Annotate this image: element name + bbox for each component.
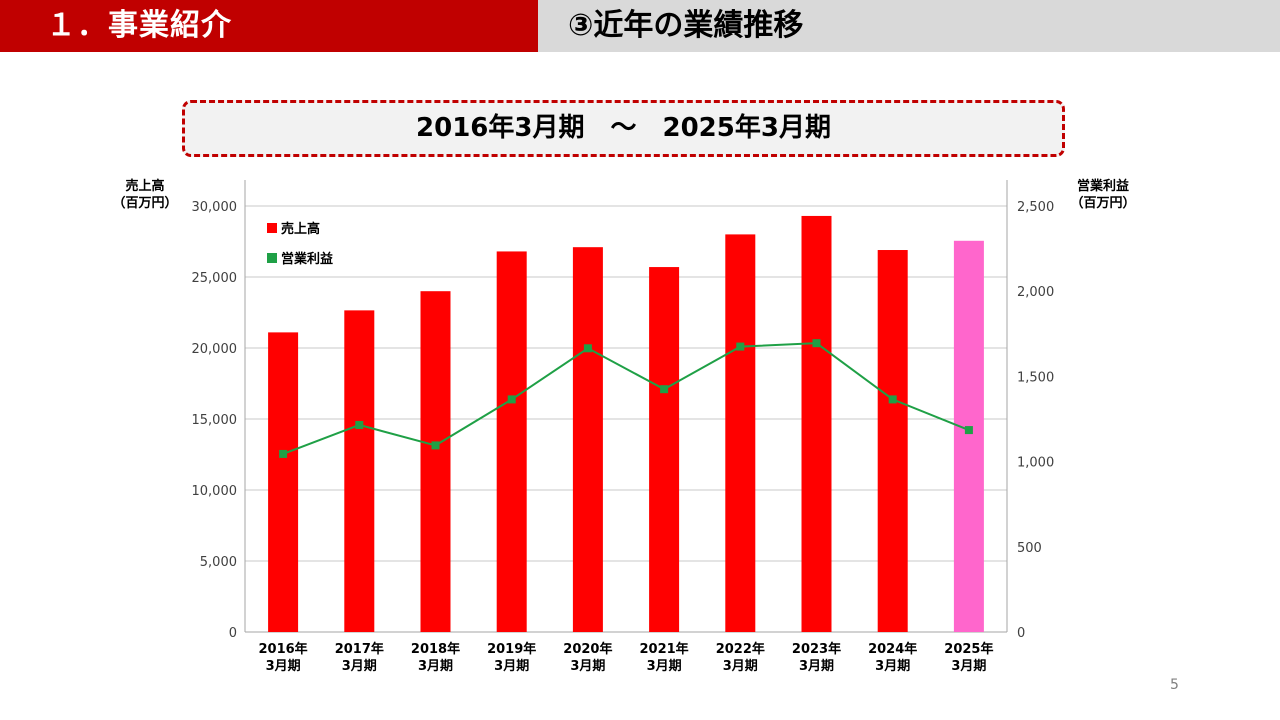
- left-tick-label: 15,000: [192, 413, 238, 428]
- left-axis-title: 売上高: [125, 178, 164, 194]
- sales-bar: [420, 291, 451, 632]
- right-tick-label: 500: [1017, 541, 1042, 556]
- left-axis-title: （百万円）: [112, 195, 177, 211]
- x-tick-label: 2020年: [563, 641, 612, 657]
- right-axis-title: （百万円）: [1070, 195, 1135, 211]
- x-tick-label: 3月期: [723, 659, 758, 674]
- operating-profit-marker: [812, 339, 821, 348]
- sales-bar: [801, 215, 832, 632]
- operating-profit-marker: [964, 426, 973, 435]
- section-header: １．事業紹介: [0, 0, 538, 52]
- operating-profit-marker: [736, 342, 745, 351]
- left-tick-label: 5,000: [200, 555, 237, 570]
- x-tick-label: 3月期: [951, 659, 986, 674]
- period-banner: 2016年3月期 ～ 2025年3月期: [182, 100, 1065, 157]
- x-tick-label: 2021年: [640, 641, 689, 657]
- x-tick-label: 2018年: [411, 641, 460, 657]
- left-tick-label: 20,000: [192, 342, 238, 357]
- operating-profit-marker: [888, 395, 897, 404]
- right-axis-title: 営業利益: [1077, 178, 1129, 194]
- sales-bar: [344, 310, 375, 632]
- operating-profit-marker: [583, 344, 592, 353]
- operating-profit-marker: [660, 385, 669, 394]
- x-tick-label: 3月期: [266, 659, 301, 674]
- legend-swatch-profit: [267, 253, 277, 263]
- operating-profit-marker: [431, 441, 440, 450]
- right-tick-label: 0: [1017, 626, 1025, 641]
- x-tick-label: 3月期: [647, 659, 682, 674]
- x-tick-label: 3月期: [875, 659, 910, 674]
- left-tick-label: 0: [229, 626, 237, 641]
- legend-swatch-sales: [267, 223, 277, 233]
- sales-bar: [268, 332, 299, 632]
- x-tick-label: 3月期: [570, 659, 605, 674]
- left-tick-label: 25,000: [192, 271, 238, 286]
- sales-bar: [572, 247, 603, 632]
- x-tick-label: 2017年: [335, 641, 384, 657]
- slide-title: ③近年の業績推移: [538, 0, 1280, 52]
- x-tick-label: 3月期: [494, 659, 529, 674]
- x-tick-label: 2023年: [792, 641, 841, 657]
- x-tick-label: 2024年: [868, 641, 917, 657]
- x-tick-label: 2022年: [716, 641, 765, 657]
- sales-bar: [953, 240, 984, 633]
- right-tick-label: 2,500: [1017, 200, 1054, 215]
- left-tick-label: 30,000: [192, 200, 238, 215]
- x-tick-label: 2025年: [944, 641, 993, 657]
- operating-profit-marker: [279, 449, 288, 458]
- sales-bar: [496, 251, 527, 632]
- left-tick-label: 10,000: [192, 484, 238, 499]
- right-tick-label: 1,500: [1017, 370, 1054, 385]
- sales-bar: [649, 267, 680, 632]
- operating-profit-marker: [355, 420, 364, 429]
- x-tick-label: 3月期: [799, 659, 834, 674]
- x-tick-label: 3月期: [418, 659, 453, 674]
- legend-label-profit: 営業利益: [281, 251, 333, 267]
- sales-bar: [725, 234, 756, 632]
- legend-label-sales: 売上高: [281, 221, 320, 237]
- x-tick-label: 2016年: [259, 641, 308, 657]
- page-number: 5: [1170, 677, 1179, 693]
- x-tick-label: 3月期: [342, 659, 377, 674]
- x-tick-label: 2019年: [487, 641, 536, 657]
- right-tick-label: 2,000: [1017, 285, 1054, 300]
- operating-profit-line: [282, 342, 970, 455]
- sales-bar: [877, 250, 908, 632]
- operating-profit-marker: [507, 395, 516, 404]
- right-tick-label: 1,000: [1017, 456, 1054, 471]
